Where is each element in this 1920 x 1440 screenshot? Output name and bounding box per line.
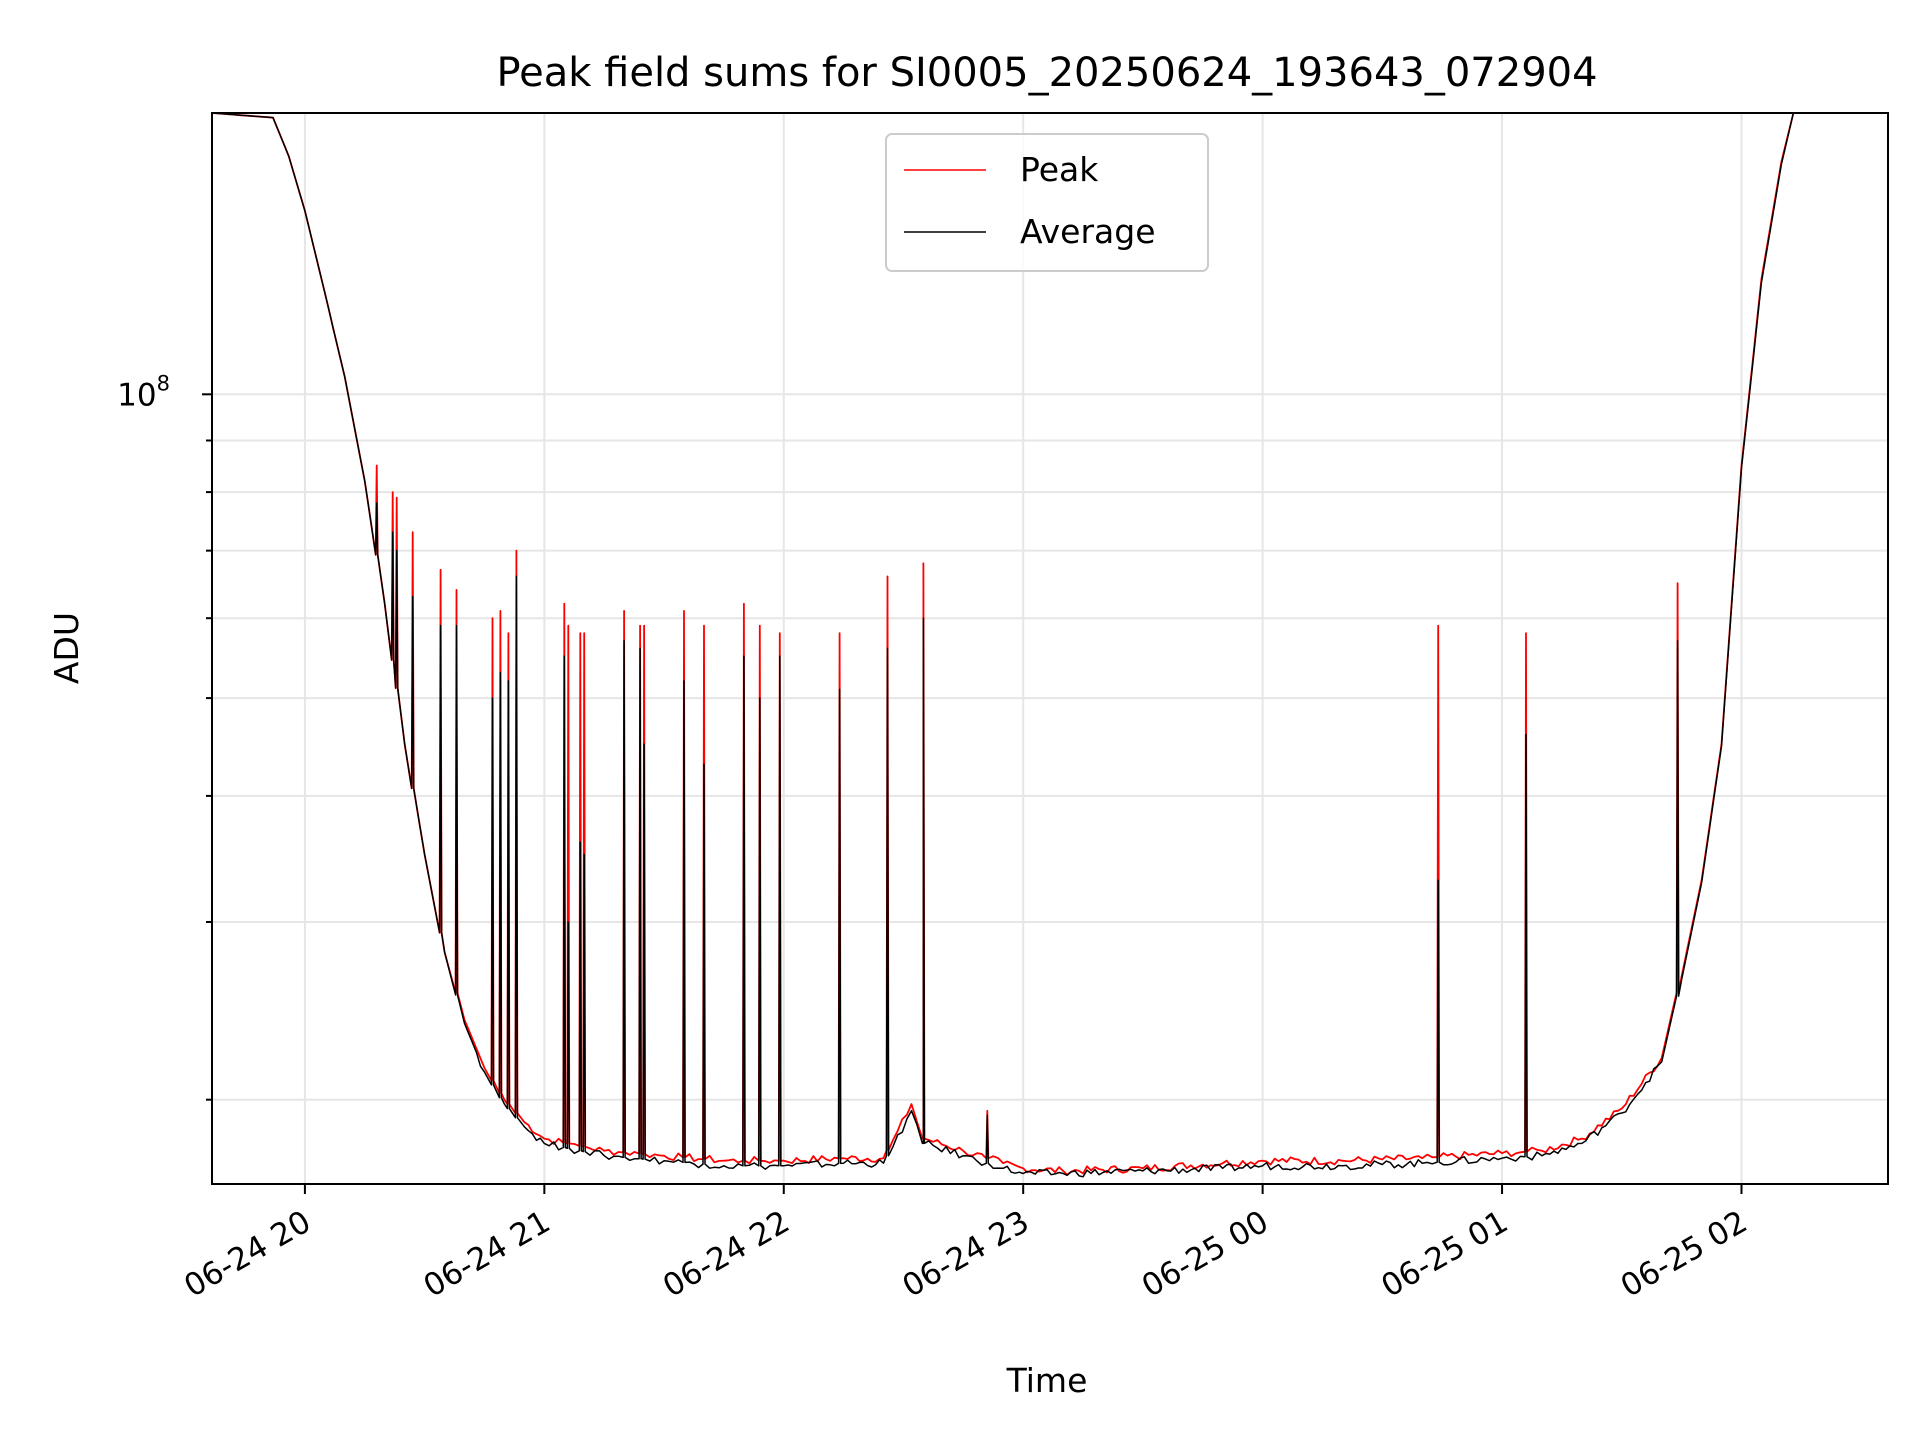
y-axis (202, 393, 212, 1101)
y-tick-base: 10 (117, 377, 156, 413)
y-tick-label: 108 (117, 371, 170, 413)
legend-label-average: Average (1020, 212, 1156, 251)
legend-box (885, 133, 1209, 272)
y-tick-exponent: 8 (157, 371, 170, 395)
series-line-average (212, 113, 1888, 1178)
x-axis-title: Time (1006, 1361, 1088, 1400)
plot-frame (211, 112, 1889, 1185)
y-axis-title: ADU (47, 612, 86, 684)
series-layer (212, 113, 1888, 1178)
plot-area (212, 113, 1888, 1178)
chart-title: Peak field sums for SI0005_20250624_1936… (496, 50, 1597, 96)
legend: Peak Average (885, 133, 1209, 272)
legend-label-peak: Peak (1020, 150, 1099, 189)
